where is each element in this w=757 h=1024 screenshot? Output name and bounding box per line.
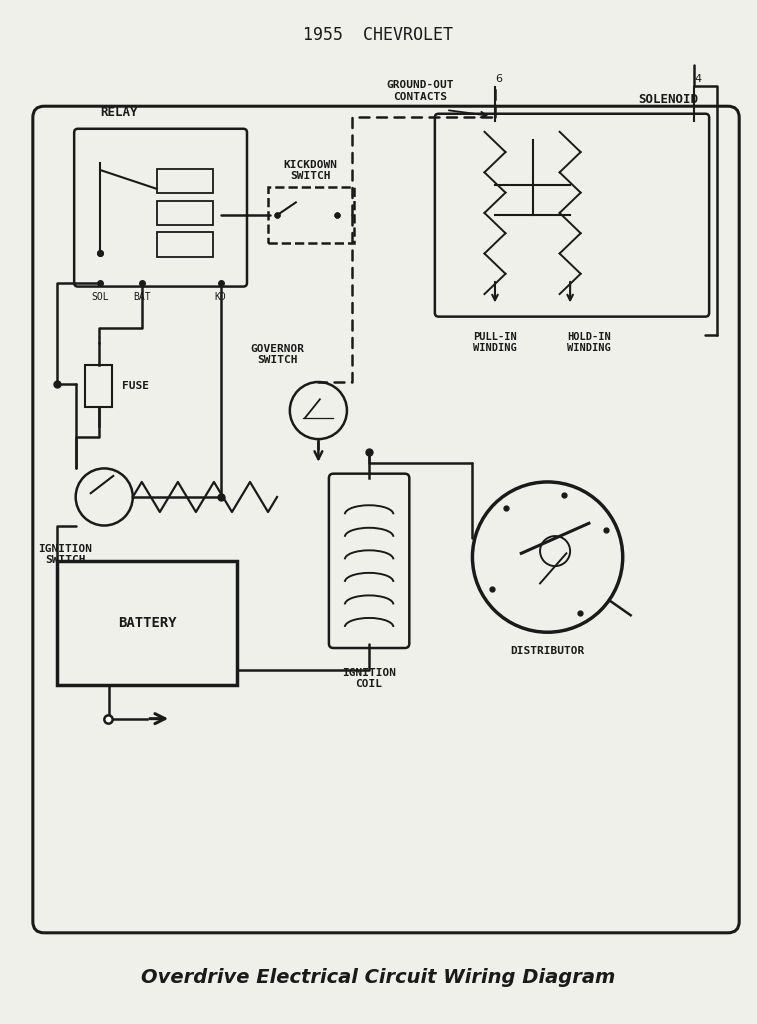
Text: RELAY: RELAY — [101, 106, 138, 119]
Bar — [157, 169, 213, 194]
Text: DISTRIBUTOR: DISTRIBUTOR — [510, 646, 584, 655]
FancyBboxPatch shape — [268, 187, 354, 243]
Text: FUSE: FUSE — [122, 381, 148, 391]
FancyBboxPatch shape — [74, 129, 247, 287]
Text: HOLD-IN
WINDING: HOLD-IN WINDING — [567, 332, 611, 353]
Text: KD: KD — [215, 292, 226, 302]
Text: IGNITION
COIL: IGNITION COIL — [342, 668, 396, 689]
Text: 4: 4 — [694, 74, 702, 84]
Bar — [57, 561, 237, 685]
Text: BAT: BAT — [133, 292, 151, 302]
Text: BATTERY: BATTERY — [118, 615, 176, 630]
Text: 6: 6 — [495, 74, 502, 84]
Text: GROUND-OUT
CONTACTS: GROUND-OUT CONTACTS — [386, 81, 453, 102]
Bar — [157, 232, 213, 256]
Text: PULL-IN
WINDING: PULL-IN WINDING — [473, 332, 517, 353]
Text: SOL: SOL — [92, 292, 109, 302]
Circle shape — [290, 382, 347, 439]
Circle shape — [76, 468, 132, 525]
Text: 1955  CHEVROLET: 1955 CHEVROLET — [304, 26, 453, 44]
Circle shape — [472, 482, 623, 632]
Text: GOVERNOR
SWITCH: GOVERNOR SWITCH — [250, 344, 304, 366]
Text: SOLENOID: SOLENOID — [638, 93, 698, 106]
Bar — [86, 366, 112, 407]
FancyBboxPatch shape — [329, 474, 410, 648]
Bar — [157, 201, 213, 225]
FancyBboxPatch shape — [435, 114, 709, 316]
Text: Overdrive Electrical Circuit Wiring Diagram: Overdrive Electrical Circuit Wiring Diag… — [142, 969, 615, 987]
Text: KICKDOWN
SWITCH: KICKDOWN SWITCH — [284, 160, 338, 181]
Text: IGNITION
SWITCH: IGNITION SWITCH — [38, 544, 92, 565]
